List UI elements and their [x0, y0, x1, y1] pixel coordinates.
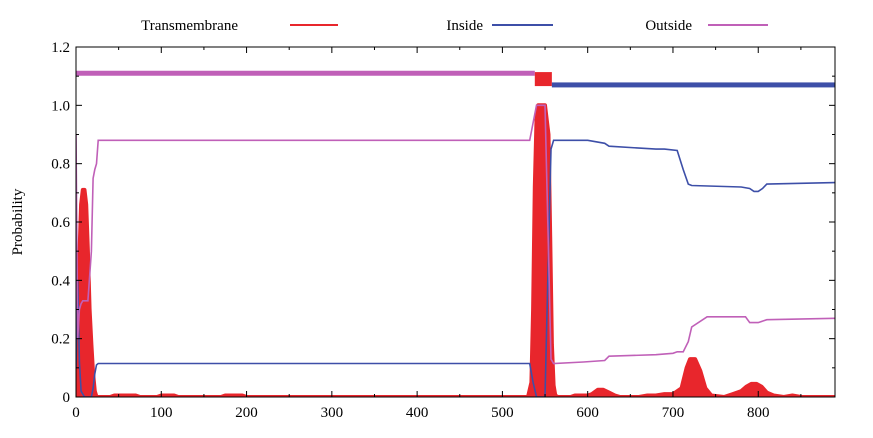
series-transmembrane-area [76, 103, 835, 397]
chart-axes: 0 100 200 300 400 500 600 700 800 0 0.2 0.4 0.6 0.8 1.… [51, 40, 836, 421]
legend-label-outside: Outside [645, 18, 692, 34]
topology-bar-outside [76, 70, 535, 76]
x-tick-label: 800 [747, 405, 770, 421]
topology-bar-inside [551, 82, 835, 88]
legend-label-inside: Inside [446, 18, 483, 34]
plot-area [76, 70, 835, 397]
x-tick-label: 400 [406, 405, 429, 421]
y-tick-label: 0.2 [51, 332, 70, 348]
y-tick-label: 0.6 [51, 215, 70, 231]
x-tick-label: 0 [72, 405, 80, 421]
plot-frame [75, 46, 836, 398]
x-tick-label: 700 [662, 405, 685, 421]
x-tick-label: 600 [576, 405, 599, 421]
chart-legend: Transmembrane Inside Outside [141, 18, 768, 34]
y-tick-label: 0.8 [51, 157, 70, 173]
x-tick-label: 500 [491, 405, 514, 421]
topology-bar-transmembrane [534, 72, 552, 87]
y-tick-label: 0 [63, 390, 71, 406]
series-inside-line [76, 139, 835, 397]
series-outside-line [76, 104, 835, 365]
y-tick-label: 1.0 [51, 98, 70, 114]
x-tick-label: 200 [235, 405, 258, 421]
y-tick-label: 1.2 [51, 40, 70, 56]
x-tick-label: 100 [150, 405, 173, 421]
legend-label-transmembrane: Transmembrane [141, 18, 238, 34]
y-axis-label: Probability [10, 188, 26, 255]
y-tick-label: 0.4 [51, 273, 70, 289]
x-tick-label: 300 [321, 405, 344, 421]
